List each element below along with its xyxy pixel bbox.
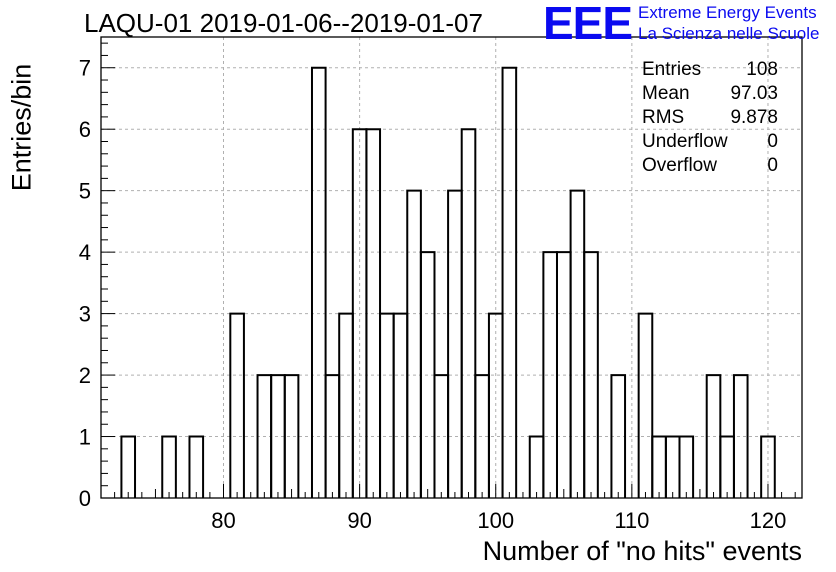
histogram-bar (433, 374, 450, 498)
stats-value: 0 (767, 155, 778, 176)
stats-row-rms: RMS 9.878 (642, 106, 778, 130)
histogram-bar (338, 312, 354, 498)
y-tick-label: 3 (79, 302, 91, 327)
histogram-bar (569, 189, 586, 498)
y-tick-label: 5 (79, 179, 91, 204)
histogram-bar (120, 435, 137, 498)
histogram-bar (664, 435, 681, 498)
stats-row-mean: Mean 97.03 (642, 82, 778, 106)
x-axis: 80 90 100 110 120 (100, 484, 796, 533)
eee-logo-line2: La Scienza nelle Scuole (638, 24, 820, 43)
histogram-bar (460, 128, 477, 498)
chart-title: LAQU-01 2019-01-06--2019-01-07 (84, 8, 483, 38)
histogram-bar (528, 435, 545, 498)
stats-value: 0 (767, 131, 778, 152)
y-tick-label: 6 (79, 117, 91, 142)
histogram-bar (447, 189, 463, 498)
histogram-bar (188, 435, 205, 498)
histogram-bar (732, 374, 749, 498)
histogram-bar (379, 312, 395, 498)
y-axis-label: Entries/bin (6, 63, 37, 192)
x-tick-label: 110 (614, 508, 649, 533)
grid-lines (101, 37, 802, 498)
stats-label: Mean (642, 83, 690, 104)
histogram-bars (120, 66, 776, 498)
stats-label: Underflow (642, 131, 728, 152)
histogram-bar (610, 374, 627, 498)
stats-label: Overflow (642, 155, 717, 176)
y-tick-label: 2 (79, 363, 91, 388)
histogram-bar (392, 312, 409, 498)
y-tick-label: 7 (79, 56, 91, 81)
histogram-bar (310, 66, 327, 498)
histogram-bar (283, 374, 300, 498)
y-tick-label: 0 (79, 486, 91, 511)
stats-label: RMS (642, 107, 685, 128)
x-tick-label: 80 (211, 508, 235, 533)
stats-value: 108 (746, 59, 778, 80)
histogram-bar (406, 189, 422, 498)
histogram-bar (719, 435, 735, 498)
stats-row-entries: Entries 108 (642, 58, 778, 82)
y-tick-label: 1 (79, 425, 91, 450)
y-tick-label: 4 (79, 240, 91, 265)
histogram-bar (760, 435, 776, 498)
stats-value: 9.878 (730, 107, 778, 128)
stats-value: 97.03 (730, 83, 778, 104)
histogram-bar (651, 435, 667, 498)
y-axis: 0 1 2 3 4 5 6 7 (79, 42, 115, 511)
histogram-bar (161, 435, 177, 498)
x-tick-label: 120 (750, 508, 787, 533)
stats-row-underflow: Underflow 0 (642, 130, 778, 154)
histogram-bar (637, 312, 654, 498)
stats-box: Entries 108 Mean 97.03 RMS 9.878 Underfl… (642, 58, 778, 178)
eee-logo-line1: Extreme Energy Events (638, 3, 817, 22)
eee-logo-mark: EEE (543, 0, 633, 49)
stats-row-overflow: Overflow 0 (642, 154, 778, 178)
x-axis-label: Number of "no hits" events (482, 536, 802, 566)
histogram-bar (501, 66, 518, 498)
histogram-bar (583, 251, 599, 498)
x-tick-label: 90 (347, 508, 371, 533)
stats-label: Entries (642, 59, 702, 80)
x-tick-label: 100 (477, 508, 514, 533)
histogram-bar (229, 312, 245, 498)
plot-frame (100, 36, 803, 499)
histogram-bar (678, 435, 695, 498)
